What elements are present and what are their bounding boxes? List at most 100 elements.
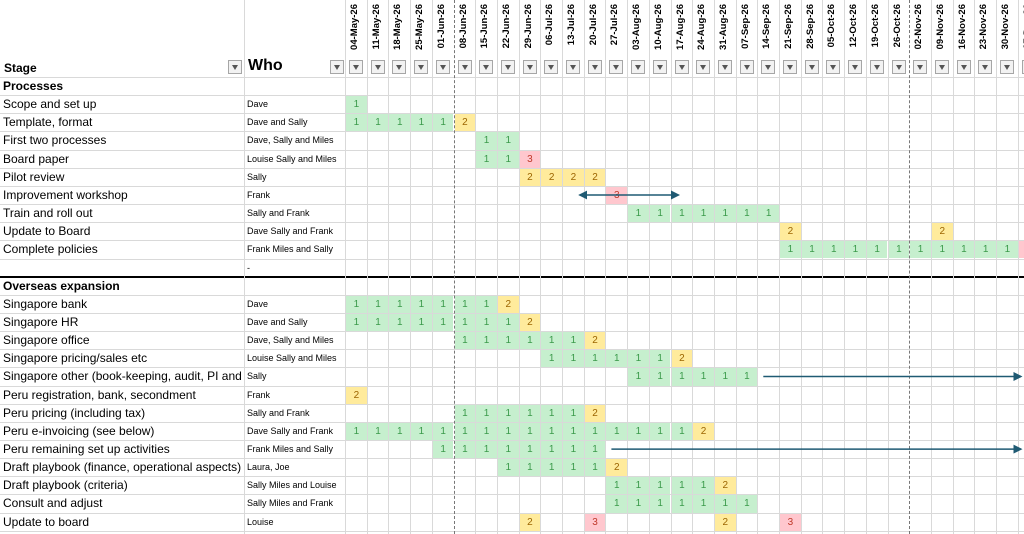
schedule-cell[interactable]: 1 — [497, 332, 519, 350]
schedule-cell[interactable]: 1 — [411, 114, 432, 132]
date-filter-dropdown[interactable] — [544, 60, 559, 74]
date-filter-dropdown[interactable] — [783, 60, 797, 74]
schedule-cell[interactable]: 1 — [671, 477, 693, 495]
schedule-cell[interactable]: 1 — [628, 477, 649, 495]
schedule-cell[interactable]: 2 — [346, 386, 367, 404]
schedule-cell[interactable]: 1 — [758, 205, 779, 223]
schedule-cell[interactable]: 2 — [584, 332, 606, 350]
stage-cell[interactable]: Draft playbook (criteria) — [3, 478, 128, 493]
schedule-cell[interactable]: 1 — [389, 114, 411, 132]
schedule-cell[interactable]: 1 — [497, 422, 519, 440]
schedule-cell[interactable]: 1 — [519, 422, 541, 440]
stage-cell[interactable]: Pilot review — [3, 169, 65, 184]
date-filter-dropdown[interactable] — [739, 60, 754, 74]
who-cell[interactable]: - — [247, 262, 250, 273]
schedule-cell[interactable]: 1 — [411, 295, 432, 313]
schedule-cell[interactable]: 1 — [736, 368, 758, 386]
schedule-cell[interactable]: 1 — [693, 368, 714, 386]
schedule-cell[interactable]: 1 — [476, 441, 497, 459]
date-filter-dropdown[interactable] — [1021, 60, 1024, 74]
schedule-cell[interactable]: 1 — [714, 495, 736, 513]
who-cell[interactable]: Dave Sally and Frank — [247, 425, 334, 436]
who-cell[interactable]: Louise Sally and Miles — [247, 153, 337, 164]
schedule-cell[interactable]: 1 — [953, 241, 975, 259]
schedule-cell[interactable]: 1 — [367, 114, 389, 132]
who-cell[interactable]: Louise Sally and Miles — [247, 353, 337, 364]
schedule-cell[interactable]: 1 — [563, 422, 584, 440]
schedule-cell[interactable]: 1 — [346, 422, 367, 440]
schedule-cell[interactable]: 1 — [519, 332, 541, 350]
date-filter-dropdown[interactable] — [891, 60, 906, 74]
schedule-cell[interactable]: 3 — [584, 513, 606, 531]
date-filter-dropdown[interactable] — [761, 60, 776, 74]
schedule-cell[interactable]: 3 — [1018, 241, 1024, 259]
stage-cell[interactable]: Singapore other (book-keeping, audit, PI… — [3, 369, 243, 384]
schedule-cell[interactable]: 1 — [628, 350, 649, 368]
schedule-cell[interactable]: 1 — [541, 332, 562, 350]
schedule-cell[interactable]: 2 — [519, 168, 541, 186]
date-filter-dropdown[interactable] — [804, 60, 819, 74]
schedule-cell[interactable]: 1 — [866, 241, 888, 259]
schedule-cell[interactable]: 1 — [628, 368, 649, 386]
stage-cell[interactable]: Update to board — [3, 514, 90, 529]
schedule-cell[interactable]: 1 — [563, 350, 584, 368]
stage-cell[interactable]: Peru remaining set up activities — [3, 442, 170, 456]
schedule-cell[interactable]: 2 — [693, 422, 714, 440]
who-cell[interactable]: Sally Miles and Frank — [247, 498, 334, 509]
schedule-cell[interactable]: 1 — [563, 459, 584, 477]
date-filter-dropdown[interactable] — [913, 60, 928, 74]
schedule-cell[interactable]: 1 — [432, 422, 454, 440]
schedule-cell[interactable]: 1 — [606, 477, 628, 495]
date-filter-dropdown[interactable] — [500, 60, 515, 74]
schedule-cell[interactable]: 1 — [584, 441, 606, 459]
schedule-cell[interactable]: 1 — [541, 350, 562, 368]
schedule-cell[interactable]: 1 — [780, 241, 801, 259]
schedule-cell[interactable]: 1 — [693, 495, 714, 513]
who-cell[interactable]: Dave and Sally — [247, 117, 308, 128]
schedule-cell[interactable]: 1 — [649, 205, 671, 223]
schedule-cell[interactable]: 1 — [389, 422, 411, 440]
schedule-cell[interactable]: 1 — [606, 350, 628, 368]
date-filter-dropdown[interactable] — [826, 60, 841, 74]
schedule-cell[interactable]: 1 — [497, 313, 519, 332]
stage-cell[interactable]: Singapore office — [3, 333, 90, 348]
schedule-cell[interactable]: 2 — [497, 295, 519, 313]
schedule-cell[interactable]: 2 — [519, 513, 541, 531]
schedule-cell[interactable]: 1 — [497, 150, 519, 168]
schedule-cell[interactable]: 1 — [997, 241, 1018, 259]
who-cell[interactable]: Sally and Frank — [247, 208, 310, 219]
date-filter-dropdown[interactable] — [349, 60, 363, 74]
schedule-cell[interactable]: 1 — [454, 313, 476, 332]
stage-cell[interactable]: Peru e-invoicing (see below) — [3, 423, 155, 438]
date-filter-dropdown[interactable] — [522, 60, 537, 74]
date-filter-dropdown[interactable] — [631, 60, 646, 74]
date-filter-dropdown[interactable] — [587, 60, 602, 74]
stage-cell[interactable]: Consult and adjust — [3, 496, 103, 511]
schedule-cell[interactable]: 2 — [714, 513, 736, 531]
date-filter-dropdown[interactable] — [848, 60, 863, 74]
schedule-cell[interactable]: 1 — [497, 404, 519, 422]
who-cell[interactable]: Frank — [247, 389, 271, 400]
date-filter-dropdown[interactable] — [435, 60, 450, 74]
schedule-cell[interactable]: 2 — [519, 313, 541, 332]
date-filter-dropdown[interactable] — [566, 60, 580, 74]
stage-cell[interactable]: Train and roll out — [3, 206, 93, 221]
date-filter-dropdown[interactable] — [869, 60, 884, 74]
date-filter-dropdown[interactable] — [370, 60, 385, 74]
schedule-cell[interactable]: 1 — [476, 313, 497, 332]
schedule-cell[interactable]: 1 — [497, 132, 519, 150]
who-cell[interactable]: Frank — [247, 189, 271, 200]
schedule-cell[interactable]: 1 — [563, 404, 584, 422]
schedule-cell[interactable]: 1 — [584, 422, 606, 440]
schedule-cell[interactable]: 2 — [714, 477, 736, 495]
schedule-cell[interactable]: 1 — [454, 295, 476, 313]
schedule-cell[interactable]: 2 — [541, 168, 562, 186]
schedule-cell[interactable]: 1 — [671, 495, 693, 513]
schedule-cell[interactable]: 1 — [432, 114, 454, 132]
stage-cell[interactable]: Scope and set up — [3, 97, 97, 112]
schedule-cell[interactable]: 1 — [584, 459, 606, 477]
schedule-cell[interactable]: 1 — [476, 150, 497, 168]
schedule-cell[interactable]: 1 — [714, 368, 736, 386]
schedule-cell[interactable]: 1 — [693, 205, 714, 223]
date-filter-dropdown[interactable] — [414, 60, 429, 74]
